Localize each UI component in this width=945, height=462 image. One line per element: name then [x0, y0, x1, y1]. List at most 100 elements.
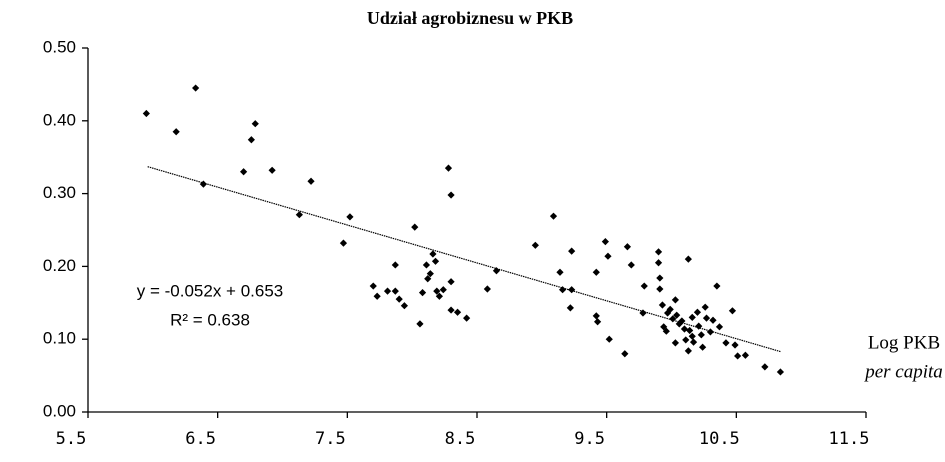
data-point [658, 301, 667, 309]
x-axis-label: per capita [863, 361, 943, 382]
data-point [741, 351, 750, 359]
x-tick-label: 6.5 [185, 429, 216, 449]
data-point [682, 336, 690, 344]
data-point [671, 339, 679, 347]
data-point [463, 314, 471, 322]
data-point [172, 128, 180, 136]
data-point [192, 84, 200, 92]
data-point [400, 302, 408, 310]
data-point [592, 268, 600, 276]
data-point [627, 261, 635, 269]
data-point [568, 247, 576, 255]
data-point [391, 287, 399, 295]
data-point [728, 307, 737, 315]
data-point [702, 314, 711, 322]
x-tick-label: 11.5 [829, 429, 870, 449]
data-point [549, 212, 558, 220]
data-point [251, 120, 259, 128]
data-point [383, 287, 392, 295]
data-point [447, 191, 455, 199]
data-point [601, 238, 609, 246]
data-point [453, 308, 462, 316]
x-tick-label: 5.5 [56, 429, 87, 449]
y-tick-label: 0.30 [43, 183, 76, 202]
data-point [435, 292, 443, 300]
y-tick-label: 0.40 [43, 110, 76, 129]
data-point [693, 308, 702, 316]
data-point [713, 282, 721, 290]
data-point [699, 343, 707, 351]
data-point [346, 213, 354, 221]
y-tick-label: 0.10 [43, 329, 76, 348]
x-tick-label: 10.5 [699, 429, 740, 449]
data-point [689, 338, 698, 346]
data-point [369, 282, 377, 290]
data-point [731, 341, 739, 349]
data-point [709, 316, 717, 324]
data-point [483, 285, 491, 293]
data-point [623, 243, 632, 251]
data-point [411, 223, 419, 231]
data-point [761, 363, 769, 371]
y-tick-label: 0.50 [43, 37, 76, 56]
data-point [656, 285, 664, 293]
data-point [391, 261, 399, 269]
x-axis-label: Log PKB [868, 332, 940, 353]
data-point [447, 278, 455, 286]
data-point [556, 268, 564, 276]
r-squared: R² = 0.638 [170, 310, 250, 329]
data-point [715, 323, 724, 331]
data-point [268, 166, 276, 174]
x-tick-label: 7.5 [315, 429, 346, 449]
data-point [776, 368, 785, 376]
data-point [666, 305, 674, 313]
data-point [654, 259, 663, 267]
data-point [199, 180, 208, 188]
trendline [147, 166, 781, 353]
data-point [673, 311, 681, 319]
data-point [247, 136, 255, 144]
equation: y = -0.052x + 0.653 [137, 281, 284, 300]
data-point [605, 335, 613, 343]
data-point [678, 317, 686, 325]
data-point [431, 257, 440, 265]
x-tick-label: 8.5 [445, 429, 476, 449]
data-point [697, 331, 705, 339]
data-point [492, 267, 501, 275]
data-point [621, 350, 629, 358]
data-point [592, 312, 600, 320]
y-tick-label: 0.20 [43, 256, 76, 275]
chart-title: Udział agrobiznesu w PKB [367, 8, 573, 28]
data-point [660, 323, 668, 331]
data-point [142, 109, 150, 118]
data-point [688, 313, 696, 321]
data-point [706, 328, 714, 336]
data-point [433, 287, 441, 295]
data-point [531, 241, 539, 249]
x-tick-label: 9.5 [574, 429, 605, 449]
data-point [339, 239, 348, 247]
data-point [566, 304, 574, 312]
data-point [447, 306, 455, 314]
data-point [426, 270, 434, 278]
data-point [662, 327, 670, 335]
data-point [686, 326, 694, 335]
data-point [373, 292, 381, 300]
data-point [593, 318, 602, 326]
data-point [416, 320, 424, 328]
data-point [680, 325, 689, 333]
data-point [684, 255, 692, 263]
data-point [424, 275, 432, 283]
data-point [558, 286, 567, 294]
data-point [684, 347, 692, 355]
data-point [688, 332, 696, 340]
data-point [395, 295, 403, 303]
data-point [307, 177, 315, 185]
data-point [422, 261, 431, 269]
data-point [695, 322, 703, 330]
data-point [671, 296, 679, 304]
data-point [664, 309, 672, 317]
data-point [439, 286, 447, 294]
data-point [640, 282, 648, 290]
